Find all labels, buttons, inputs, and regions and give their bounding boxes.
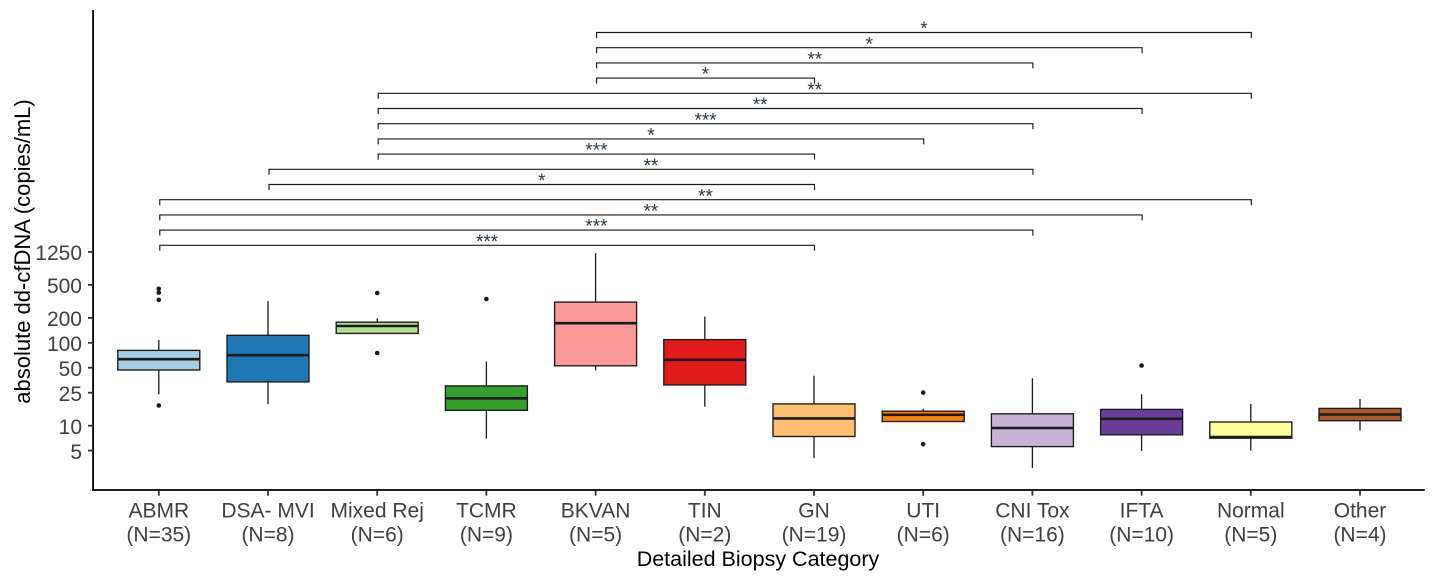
svg-text:1250: 1250 xyxy=(35,242,82,265)
svg-text:500: 500 xyxy=(47,275,82,298)
svg-text:5: 5 xyxy=(70,441,82,464)
svg-text:(N=16): (N=16) xyxy=(1000,524,1065,547)
svg-text:*: * xyxy=(866,34,874,55)
svg-text:*: * xyxy=(538,171,546,192)
svg-text:Other: Other xyxy=(1334,500,1387,523)
svg-text:TIN: TIN xyxy=(688,500,722,523)
svg-text:(N=19): (N=19) xyxy=(782,524,847,547)
svg-text:TCMR: TCMR xyxy=(456,500,517,523)
svg-text:IFTA: IFTA xyxy=(1120,500,1164,523)
svg-text:**: ** xyxy=(807,80,822,101)
svg-text:absolute dd-cfDNA (copies/mL): absolute dd-cfDNA (copies/mL) xyxy=(10,99,35,403)
svg-text:**: ** xyxy=(644,156,659,177)
svg-text:(N=2): (N=2) xyxy=(678,524,731,547)
svg-text:*: * xyxy=(702,65,710,86)
svg-text:**: ** xyxy=(753,95,768,116)
svg-text:50: 50 xyxy=(59,358,82,381)
svg-text:(N=4): (N=4) xyxy=(1333,524,1386,547)
svg-text:(N=6): (N=6) xyxy=(351,524,404,547)
svg-text:**: ** xyxy=(644,202,659,223)
svg-text:**: ** xyxy=(807,50,822,71)
svg-text:BKVAN: BKVAN xyxy=(561,500,631,523)
svg-text:(N=8): (N=8) xyxy=(241,524,294,547)
svg-text:*: * xyxy=(647,126,655,147)
svg-text:***: *** xyxy=(585,217,608,238)
svg-text:Normal: Normal xyxy=(1217,500,1285,523)
svg-text:100: 100 xyxy=(47,333,82,356)
svg-text:UTI: UTI xyxy=(906,500,940,523)
svg-text:Detailed Biopsy Category: Detailed Biopsy Category xyxy=(637,547,880,571)
svg-text:200: 200 xyxy=(47,308,82,331)
svg-text:(N=9): (N=9) xyxy=(460,524,513,547)
svg-text:(N=35): (N=35) xyxy=(126,524,191,547)
svg-text:DSA- MVI: DSA- MVI xyxy=(221,500,314,523)
svg-text:(N=5): (N=5) xyxy=(1224,524,1277,547)
svg-text:GN: GN xyxy=(798,500,830,523)
svg-text:**: ** xyxy=(698,186,713,207)
svg-text:***: *** xyxy=(695,110,718,131)
svg-text:(N=10): (N=10) xyxy=(1109,524,1174,547)
svg-text:25: 25 xyxy=(59,383,82,406)
svg-text:(N=6): (N=6) xyxy=(897,524,950,547)
svg-text:CNI Tox: CNI Tox xyxy=(995,500,1070,523)
svg-text:ABMR: ABMR xyxy=(128,500,189,523)
svg-text:*: * xyxy=(920,19,928,40)
svg-text:(N=5): (N=5) xyxy=(569,524,622,547)
svg-text:Mixed Rej: Mixed Rej xyxy=(331,500,424,523)
svg-text:***: *** xyxy=(476,232,499,253)
svg-text:10: 10 xyxy=(59,416,82,439)
svg-text:***: *** xyxy=(585,141,608,162)
